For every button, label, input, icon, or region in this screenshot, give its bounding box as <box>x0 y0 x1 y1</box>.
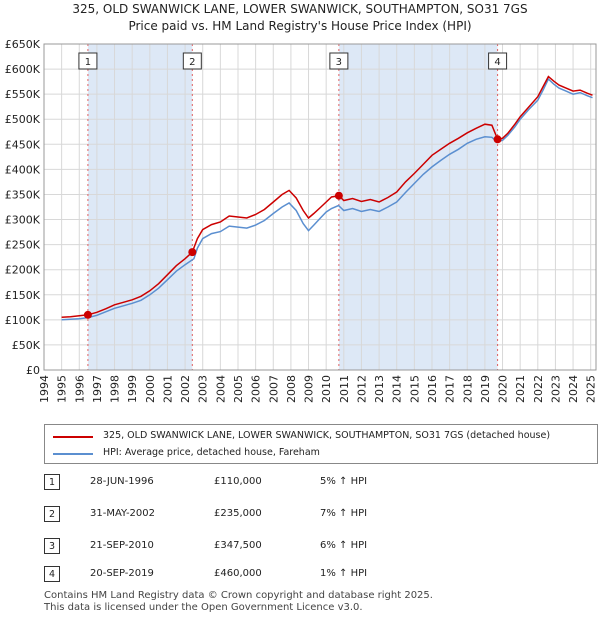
x-tick-label: 1995 <box>56 375 69 403</box>
sale-price: £110,000 <box>214 476 262 487</box>
x-tick-label: 2000 <box>144 375 157 403</box>
footer-license: This data is licensed under the Open Gov… <box>44 602 363 613</box>
sale-badge-label: 3 <box>336 57 342 68</box>
y-tick-label: £550K <box>5 88 41 101</box>
x-tick-label: 2004 <box>214 375 227 403</box>
x-tick-label: 2024 <box>567 375 580 403</box>
y-tick-label: £150K <box>5 289 41 302</box>
sale-badge-box <box>78 52 98 70</box>
x-tick-label: 1994 <box>38 375 51 403</box>
sale-date: 31-MAY-2002 <box>90 508 156 519</box>
sale-date: 21-SEP-2010 <box>90 540 154 551</box>
sale-badge-label: 1 <box>85 57 91 68</box>
y-tick-label: £200K <box>5 264 41 277</box>
y-tick-label: £500K <box>5 113 41 126</box>
y-tick-label: £650K <box>5 38 41 51</box>
x-tick-label: 1998 <box>109 375 122 403</box>
chart-legend: 325, OLD SWANWICK LANE, LOWER SWANWICK, … <box>44 424 598 464</box>
price-chart: 1 2 3 4 £0 £50K £100K £150K £200K £250K £300K £350… <box>5 38 598 403</box>
x-tick-label: 2018 <box>461 375 474 403</box>
chart-title: 325, OLD SWANWICK LANE, LOWER SWANWICK, … <box>72 2 528 16</box>
sale-hpi-diff: 6% ↑ HPI <box>320 540 368 551</box>
x-tick-label: 2021 <box>514 375 527 403</box>
x-tick-label: 2006 <box>250 375 263 403</box>
x-tick-label: 2008 <box>285 375 298 403</box>
x-tick-label: 2020 <box>497 375 510 403</box>
sale-point <box>83 310 92 319</box>
x-tick-label: 2014 <box>391 375 404 403</box>
sale-date: 28-JUN-1996 <box>90 476 154 487</box>
x-tick-label: 2003 <box>197 375 210 403</box>
footer-copyright: Contains HM Land Registry data © Crown c… <box>44 590 433 601</box>
sale-badge-box <box>182 52 202 70</box>
x-tick-label: 2013 <box>373 375 386 403</box>
x-tick-label: 1999 <box>126 375 139 403</box>
y-tick-label: £400K <box>5 163 41 176</box>
y-tick-label: £300K <box>5 214 41 227</box>
sale-price: £347,500 <box>214 540 262 551</box>
x-tick-label: 2025 <box>585 375 598 403</box>
x-tick-label: 2001 <box>161 375 174 403</box>
sale-hpi-diff: 1% ↑ HPI <box>320 568 368 579</box>
sale-point <box>493 135 502 144</box>
sale-number-badge: 2 <box>44 506 60 522</box>
sale-badge-label: 4 <box>494 57 500 68</box>
y-tick-label: £50K <box>12 339 41 352</box>
sale-price: £460,000 <box>214 568 262 579</box>
x-tick-label: 2012 <box>355 375 368 403</box>
x-tick-label: 2019 <box>479 375 492 403</box>
y-tick-label: £100K <box>5 314 41 327</box>
sale-number-badge: 3 <box>44 538 60 554</box>
sale-price: £235,000 <box>214 508 262 519</box>
shaded-period <box>338 44 498 370</box>
legend-label-hpi: HPI: Average price, detached house, Fare… <box>103 447 320 458</box>
x-tick-label: 2005 <box>232 375 245 403</box>
sale-number-badge: 1 <box>44 474 60 490</box>
sale-hpi-diff: 5% ↑ HPI <box>320 476 368 487</box>
sale-date: 20-SEP-2019 <box>90 568 154 579</box>
y-tick-label: £350K <box>5 188 41 201</box>
x-tick-label: 2023 <box>549 375 562 403</box>
x-tick-label: 2015 <box>408 375 421 403</box>
sale-hpi-diff: 7% ↑ HPI <box>320 508 368 519</box>
x-tick-label: 2010 <box>320 375 333 403</box>
x-tick-label: 2022 <box>532 375 545 403</box>
x-tick-label: 1996 <box>73 375 86 403</box>
sale-badge-box <box>488 52 508 70</box>
x-tick-label: 2016 <box>426 375 439 403</box>
x-tick-label: 1997 <box>91 375 104 403</box>
sale-badge-label: 2 <box>189 57 195 68</box>
x-tick-label: 2002 <box>179 375 192 403</box>
x-tick-label: 2017 <box>444 375 457 403</box>
y-tick-label: £250K <box>5 239 41 252</box>
shaded-period <box>87 44 193 370</box>
y-tick-label: £600K <box>5 63 41 76</box>
chart-subtitle: Price paid vs. HM Land Registry's House … <box>128 19 472 33</box>
y-tick-label: £0 <box>26 364 40 377</box>
sale-badge-box <box>329 52 349 70</box>
legend-label-property: 325, OLD SWANWICK LANE, LOWER SWANWICK, … <box>103 430 551 441</box>
y-tick-label: £450K <box>5 138 41 151</box>
x-tick-label: 2009 <box>303 375 316 403</box>
hpi-line <box>61 77 593 321</box>
x-tick-label: 2007 <box>267 375 280 403</box>
sale-number-badge: 4 <box>44 566 60 582</box>
x-tick-label: 2011 <box>338 375 351 403</box>
sale-point <box>188 248 197 257</box>
sale-point <box>334 191 343 200</box>
plot-frame <box>43 43 597 371</box>
